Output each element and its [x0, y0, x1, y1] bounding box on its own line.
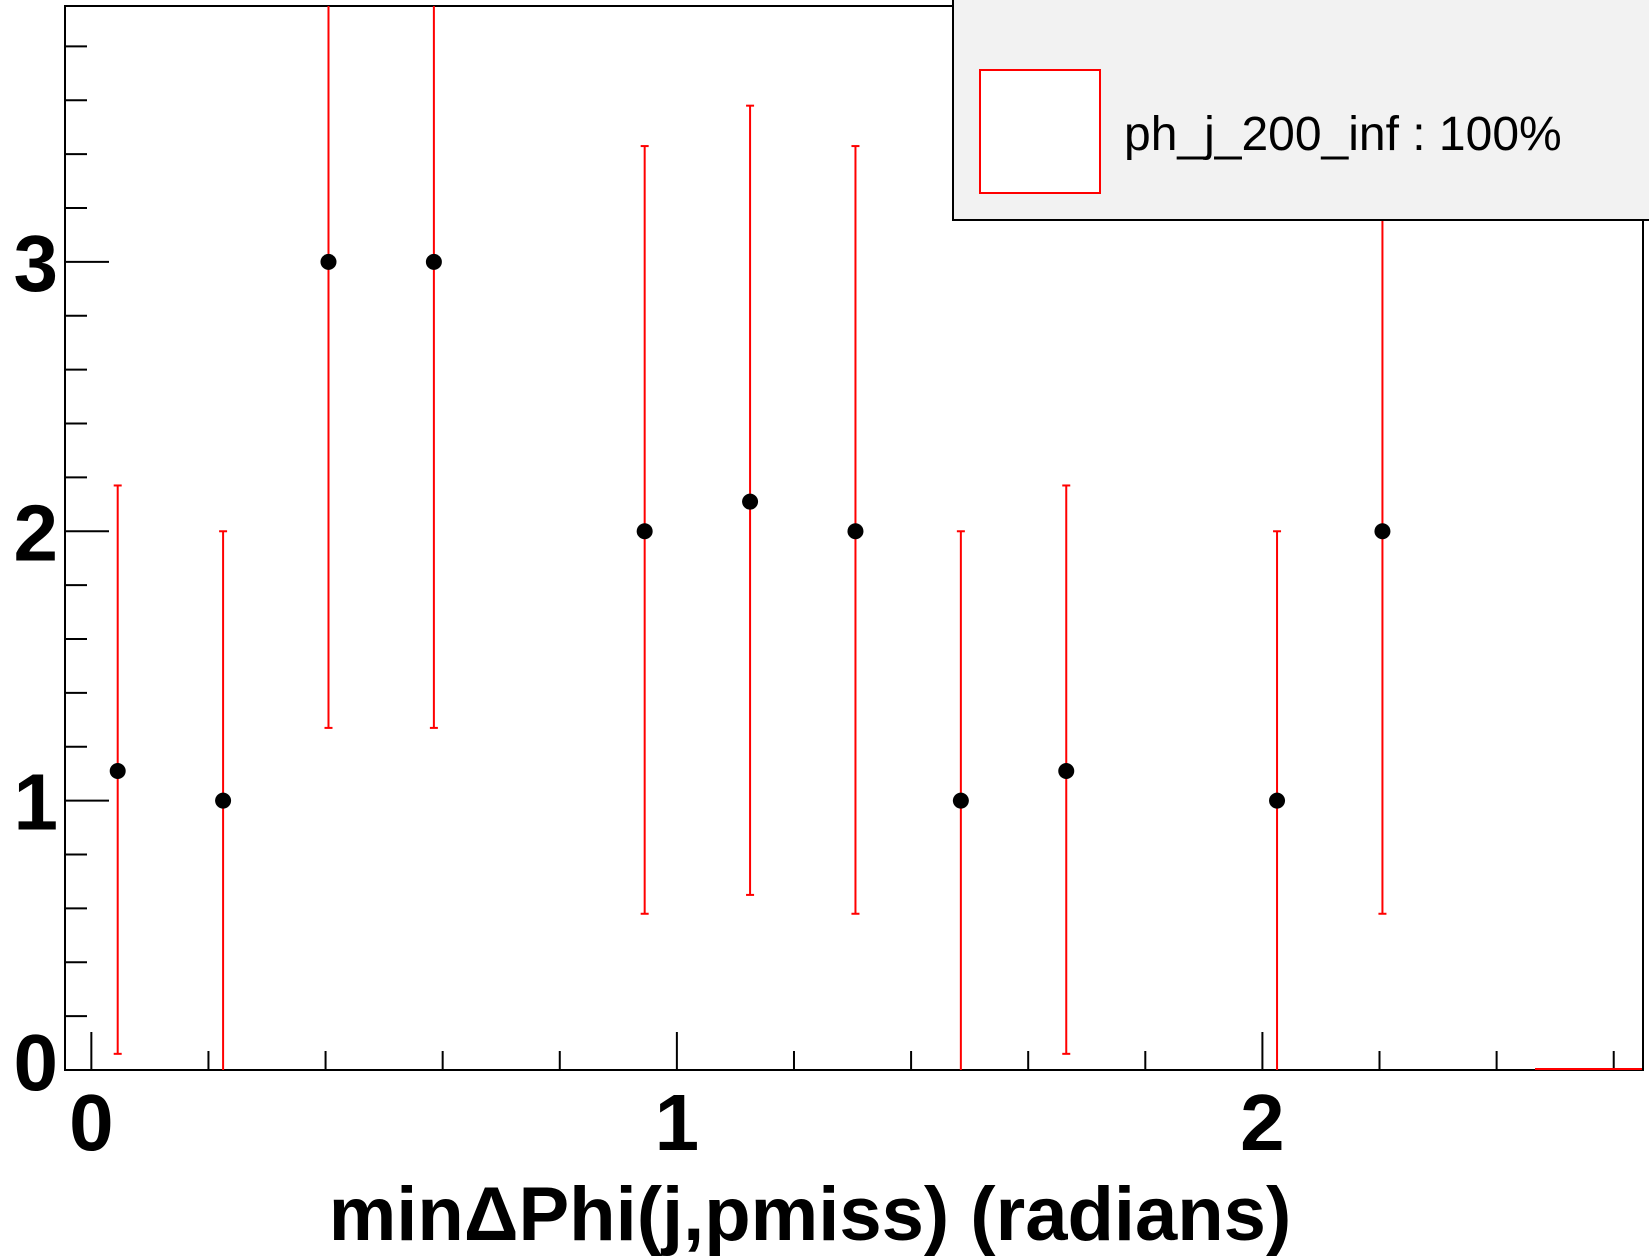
- x-tick-label: 2: [1240, 1078, 1285, 1167]
- data-point: [1269, 792, 1286, 809]
- data-point: [847, 523, 864, 540]
- y-tick-label: 3: [14, 219, 59, 308]
- legend-label: ph_j_200_inf : 100%: [1124, 108, 1562, 161]
- plot-frame: [64, 5, 1644, 1071]
- tick-labels: 0 1 2 0 1 2 3: [14, 219, 1285, 1167]
- data-point: [636, 523, 653, 540]
- x-tick-label: 0: [69, 1078, 114, 1167]
- legend-swatch: [979, 69, 1101, 194]
- data-point: [425, 253, 442, 270]
- data-point: [109, 763, 126, 780]
- data-point: [952, 792, 969, 809]
- data-point: [1374, 523, 1391, 540]
- data-point: [320, 253, 337, 270]
- plot-area-frame: [64, 5, 1644, 1071]
- y-tick-label: 0: [14, 1018, 59, 1107]
- data-point: [1058, 763, 1075, 780]
- y-tick-label: 1: [14, 758, 59, 847]
- data-point: [742, 493, 759, 510]
- legend: ph_j_200_inf : 100%: [952, 0, 1649, 221]
- x-axis-title: minΔPhi(j,pmiss) (radians): [329, 1172, 1292, 1257]
- axis-ticks: [65, 45, 1615, 1071]
- x-tick-label: 1: [655, 1078, 700, 1167]
- data-points: [109, 253, 1391, 809]
- data-point: [215, 792, 232, 809]
- y-tick-label: 2: [14, 488, 59, 577]
